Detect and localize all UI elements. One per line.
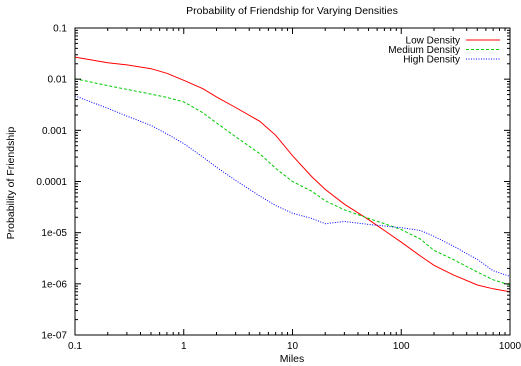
y-tick-label: 0.01	[48, 75, 68, 86]
series-line-3	[74, 95, 511, 277]
chart-title: Probability of Friendship for Varying De…	[186, 5, 398, 17]
x-tick-label: 1	[181, 341, 187, 352]
legend-label-3: High Density	[403, 55, 460, 66]
axes-layer: 0.1 1 10 100 1000 1e-07 1e-06 1e-05 0.0001 0.001 0…	[36, 24, 521, 353]
series-line-2	[74, 78, 511, 286]
y-tick-label: 1e-07	[41, 331, 67, 342]
y-tick-label: 0.1	[53, 24, 67, 35]
legend-label-2: Medium Density	[388, 45, 460, 56]
legend-label-1: Low Density	[406, 36, 460, 47]
x-tick-label: 10	[287, 341, 299, 352]
y-tick-label: 1e-06	[41, 279, 67, 290]
x-axis-label: Miles	[280, 353, 305, 365]
y-axis-label: Probability of Friendship	[5, 127, 17, 240]
series-line-1	[74, 56, 511, 293]
x-tick-label: 0.1	[68, 341, 82, 352]
y-tick-label: 0.001	[42, 126, 67, 137]
y-tick-label: 0.0001	[36, 177, 67, 188]
x-tick-label: 100	[393, 341, 410, 352]
series-layer	[74, 56, 511, 293]
x-tick-label: 1000	[499, 341, 521, 352]
y-tick-label: 1e-05	[41, 228, 67, 239]
